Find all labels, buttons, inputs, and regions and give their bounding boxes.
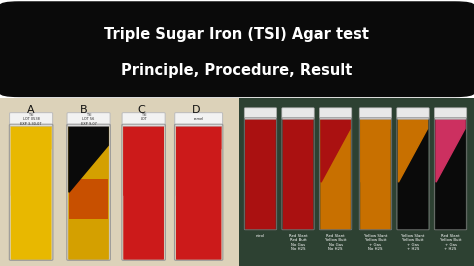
FancyBboxPatch shape xyxy=(398,118,428,230)
FancyBboxPatch shape xyxy=(434,108,467,119)
FancyBboxPatch shape xyxy=(123,125,164,260)
Text: B: B xyxy=(80,105,88,115)
FancyBboxPatch shape xyxy=(320,118,351,230)
Text: Yellow Slant
Yellow Butt
+ Gas
+ H2S: Yellow Slant Yellow Butt + Gas + H2S xyxy=(401,234,425,251)
FancyBboxPatch shape xyxy=(176,125,221,260)
FancyBboxPatch shape xyxy=(282,108,314,119)
Text: Red Slant
Yellow Butt
No Gas
No H2S: Red Slant Yellow Butt No Gas No H2S xyxy=(325,234,346,251)
FancyBboxPatch shape xyxy=(435,118,466,230)
FancyBboxPatch shape xyxy=(68,125,109,260)
Polygon shape xyxy=(283,119,312,182)
Text: ntrol: ntrol xyxy=(256,234,265,251)
Text: C: C xyxy=(137,105,145,115)
FancyBboxPatch shape xyxy=(122,113,165,126)
FancyBboxPatch shape xyxy=(244,108,277,119)
Polygon shape xyxy=(321,119,350,182)
Polygon shape xyxy=(361,119,390,182)
Text: Red Slant
Red Butt
No Gas
No H2S: Red Slant Red Butt No Gas No H2S xyxy=(289,234,307,251)
FancyBboxPatch shape xyxy=(69,179,108,219)
FancyBboxPatch shape xyxy=(359,108,392,119)
Text: D: D xyxy=(192,105,201,115)
FancyBboxPatch shape xyxy=(319,108,352,119)
FancyBboxPatch shape xyxy=(283,118,313,230)
Text: Principle, Procedure, Result: Principle, Procedure, Result xyxy=(121,63,353,78)
Polygon shape xyxy=(124,126,163,196)
FancyBboxPatch shape xyxy=(360,118,391,230)
FancyBboxPatch shape xyxy=(67,113,110,126)
Polygon shape xyxy=(399,119,428,182)
FancyBboxPatch shape xyxy=(175,113,223,126)
FancyBboxPatch shape xyxy=(245,118,276,230)
Text: Triple Sugar Iron (TSI) Agar test: Triple Sugar Iron (TSI) Agar test xyxy=(104,27,370,42)
Text: Yellow Slant
Yellow Butt
+ Gas
No H2S: Yellow Slant Yellow Butt + Gas No H2S xyxy=(364,234,387,251)
Polygon shape xyxy=(177,126,221,196)
FancyBboxPatch shape xyxy=(11,125,52,260)
Text: A: A xyxy=(27,105,35,115)
Text: remel: remel xyxy=(193,117,204,121)
Text: TSI
LOT: TSI LOT xyxy=(140,113,147,126)
Polygon shape xyxy=(436,119,465,182)
Polygon shape xyxy=(69,126,108,192)
Polygon shape xyxy=(11,126,51,196)
Text: TSI
LOT 56
EXP 9-07: TSI LOT 56 EXP 9-07 xyxy=(81,113,97,126)
Text: TSI
LOT 0538
EXP 3-30-07: TSI LOT 0538 EXP 3-30-07 xyxy=(20,113,42,126)
Text: Red Slant
Yellow Butt
+ Gas
+ H2S: Red Slant Yellow Butt + Gas + H2S xyxy=(440,234,461,251)
Polygon shape xyxy=(246,119,275,182)
FancyBboxPatch shape xyxy=(397,108,429,119)
FancyBboxPatch shape xyxy=(9,113,53,126)
FancyBboxPatch shape xyxy=(0,2,474,97)
